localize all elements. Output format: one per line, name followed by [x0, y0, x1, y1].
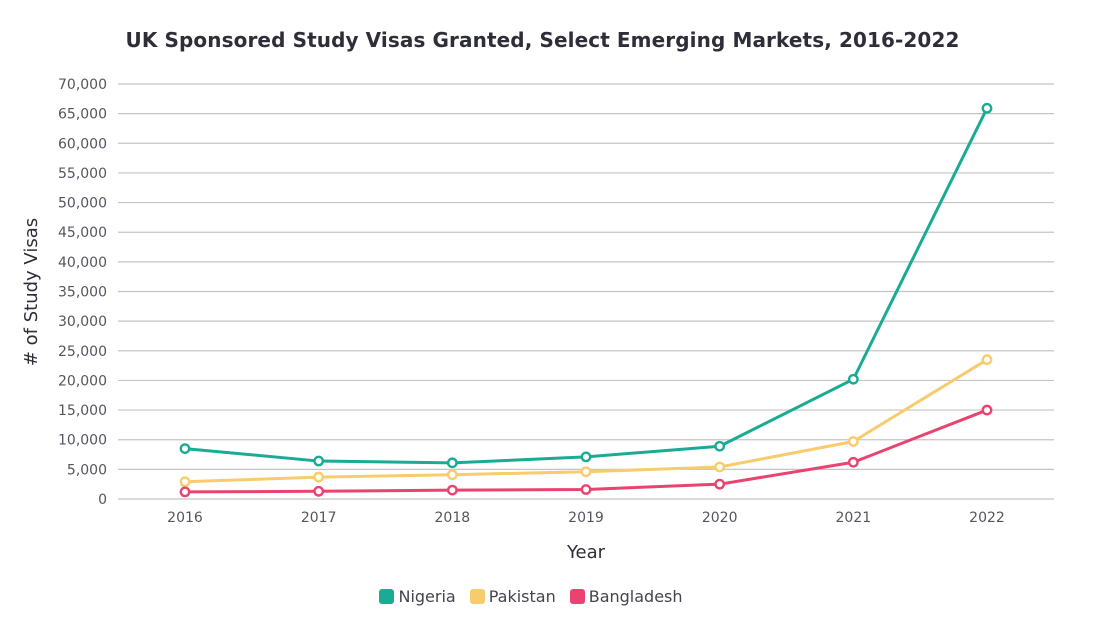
series-layer: [179, 102, 993, 498]
legend-item-pakistan[interactable]: Pakistan: [469, 587, 556, 606]
data-point[interactable]: [714, 461, 726, 473]
data-point[interactable]: [981, 102, 993, 114]
data-point[interactable]: [179, 486, 191, 498]
data-point[interactable]: [446, 469, 458, 481]
x-tick-label: 2019: [568, 510, 604, 526]
x-tick-label: 2022: [969, 510, 1005, 526]
data-point[interactable]: [714, 440, 726, 452]
data-point[interactable]: [981, 404, 993, 416]
y-axis-title: # of Study Visas: [21, 218, 42, 366]
data-point[interactable]: [847, 373, 859, 385]
data-point[interactable]: [847, 436, 859, 447]
x-tick-label: 2017: [301, 510, 337, 526]
y-axis-ticks: 0 5,000 10,000 15,000 20,000 25,000 30,000 35,0…: [58, 77, 107, 508]
legend-label: Pakistan: [488, 587, 556, 606]
y-tick-label: 30,000: [58, 314, 107, 330]
legend-swatch: [569, 589, 585, 604]
series-pakistan: [179, 354, 993, 488]
y-tick-label: 5,000: [67, 462, 107, 478]
x-tick-label: 2016: [167, 510, 203, 526]
y-tick-label: 70,000: [58, 77, 107, 93]
y-tick-label: 45,000: [58, 225, 107, 241]
data-point[interactable]: [313, 471, 325, 483]
x-tick-label: 2020: [702, 510, 738, 526]
legend-swatch: [469, 589, 485, 604]
legend-label: Nigeria: [398, 587, 456, 606]
data-point[interactable]: [313, 485, 325, 497]
y-tick-label: 55,000: [58, 166, 107, 182]
chart-title: UK Sponsored Study Visas Granted, Select…: [125, 28, 960, 52]
data-point[interactable]: [847, 456, 859, 468]
series-nigeria: [179, 102, 993, 469]
data-point[interactable]: [313, 455, 325, 467]
y-tick-label: 50,000: [58, 196, 107, 212]
y-tick-label: 60,000: [58, 136, 107, 152]
data-point[interactable]: [714, 478, 726, 490]
series-line: [183, 358, 989, 484]
legend-item-nigeria[interactable]: Nigeria: [379, 587, 456, 606]
series-bangladesh: [179, 404, 993, 498]
legend-item-bangladesh[interactable]: Bangladesh: [569, 587, 683, 606]
data-point[interactable]: [580, 466, 592, 478]
y-tick-label: 20,000: [58, 373, 107, 389]
y-tick-label: 15,000: [58, 403, 107, 419]
x-tick-label: 2018: [435, 510, 471, 526]
data-point[interactable]: [179, 476, 191, 488]
series-line: [183, 408, 989, 494]
y-tick-label: 40,000: [58, 255, 107, 271]
y-tick-label: 65,000: [58, 107, 107, 123]
data-point[interactable]: [580, 451, 592, 463]
gridlines: [118, 83, 1054, 500]
y-tick-label: 0: [98, 492, 107, 508]
y-tick-label: 25,000: [58, 344, 107, 360]
legend: Nigeria Pakistan Bangladesh: [0, 587, 1062, 606]
data-point[interactable]: [981, 354, 993, 366]
data-point[interactable]: [179, 443, 191, 455]
data-point[interactable]: [446, 484, 458, 496]
y-tick-label: 35,000: [58, 285, 107, 301]
data-point[interactable]: [580, 484, 592, 495]
data-point[interactable]: [446, 457, 458, 469]
legend-label: Bangladesh: [588, 587, 683, 606]
x-tick-label: 2021: [836, 510, 872, 526]
y-tick-label: 10,000: [58, 433, 107, 449]
legend-swatch: [379, 589, 395, 604]
x-axis-ticks: 2016 2017 2018 2019 2020 2021 2022: [167, 510, 1005, 526]
x-axis-title: Year: [566, 542, 606, 563]
